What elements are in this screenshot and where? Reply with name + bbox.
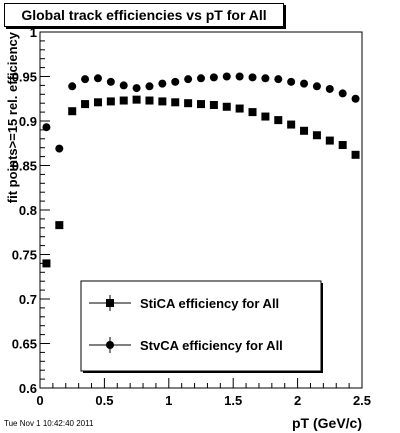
x-tick-label: 0 bbox=[36, 393, 43, 408]
data-point-circle bbox=[300, 79, 309, 88]
data-point-square bbox=[261, 112, 270, 121]
data-point-circle bbox=[158, 79, 167, 88]
data-point-circle bbox=[209, 73, 218, 82]
data-point-square bbox=[325, 136, 334, 145]
legend-square-marker bbox=[106, 299, 114, 307]
x-tick-label: 1.5 bbox=[224, 393, 242, 408]
y-tick-label: 0.8 bbox=[19, 203, 37, 218]
data-point-square bbox=[312, 131, 321, 140]
data-point-circle bbox=[248, 73, 257, 82]
data-point-circle bbox=[68, 82, 77, 91]
data-point-square bbox=[287, 120, 296, 129]
data-point-circle bbox=[184, 75, 193, 84]
x-tick-label: 1 bbox=[165, 393, 172, 408]
chart-title: Global track efficiencies vs pT for All bbox=[4, 3, 284, 27]
data-point-square bbox=[274, 116, 283, 125]
data-point-square bbox=[248, 108, 257, 117]
data-point-square bbox=[42, 259, 51, 268]
series-stvca bbox=[42, 72, 360, 153]
data-point-circle bbox=[312, 82, 321, 91]
data-point-circle bbox=[119, 81, 128, 90]
y-tick-label: 0.9 bbox=[19, 114, 37, 129]
data-point-circle bbox=[93, 74, 102, 83]
data-point-square bbox=[171, 98, 180, 107]
data-point-circle bbox=[81, 75, 90, 84]
legend-circle-marker bbox=[106, 341, 114, 349]
data-point-square bbox=[351, 150, 360, 159]
data-point-square bbox=[300, 126, 309, 135]
legend: StiCA efficiency for All StvCA efficiency… bbox=[80, 280, 323, 373]
data-point-circle bbox=[55, 144, 64, 153]
y-tick-label: 0.95 bbox=[12, 70, 37, 85]
data-point-square bbox=[209, 100, 218, 109]
legend-entry-label: StvCA efficiency for All bbox=[140, 338, 283, 353]
data-point-circle bbox=[42, 123, 51, 132]
data-point-circle bbox=[235, 72, 244, 81]
data-point-square bbox=[81, 100, 90, 109]
data-point-square bbox=[338, 141, 347, 150]
data-point-circle bbox=[261, 74, 270, 83]
y-tick-label: 0.85 bbox=[12, 159, 37, 174]
data-point-circle bbox=[274, 75, 283, 84]
y-tick-label: 0.6 bbox=[19, 381, 37, 396]
data-point-square bbox=[119, 96, 128, 105]
data-point-square bbox=[145, 96, 154, 105]
y-tick-label: 0.7 bbox=[19, 292, 37, 307]
y-tick-label: 0.75 bbox=[12, 248, 37, 263]
data-point-circle bbox=[287, 77, 296, 86]
data-point-square bbox=[184, 99, 193, 108]
y-axis-label: fit points>=15 rel. efficiency bbox=[5, 31, 20, 203]
data-point-square bbox=[106, 97, 115, 106]
data-point-circle bbox=[197, 74, 205, 83]
data-point-square bbox=[222, 102, 231, 111]
x-tick-label: 2 bbox=[294, 393, 301, 408]
data-point-circle bbox=[145, 82, 154, 91]
legend-entry-label: StiCA efficiency for All bbox=[140, 296, 279, 311]
axis-ticks: 0 0.5 1 1.5 2 2.5 0.6 0.65 0.7 0.75 0.8 0.85 0.9 0.95… bbox=[12, 25, 371, 408]
y-tick-label: 1 bbox=[30, 25, 37, 40]
data-point-circle bbox=[351, 94, 360, 103]
data-markers bbox=[42, 72, 360, 268]
data-point-square bbox=[158, 97, 167, 106]
data-point-circle bbox=[325, 84, 334, 93]
data-point-circle bbox=[132, 84, 141, 93]
data-point-circle bbox=[222, 72, 231, 81]
data-point-circle bbox=[338, 89, 347, 98]
data-point-square bbox=[93, 98, 102, 107]
data-point-square bbox=[55, 221, 64, 230]
data-point-square bbox=[235, 104, 244, 113]
data-point-square bbox=[132, 95, 141, 104]
x-tick-label: 0.5 bbox=[95, 393, 113, 408]
data-point-square bbox=[68, 107, 77, 116]
x-axis-label: pT (GeV/c) bbox=[292, 415, 362, 431]
y-tick-label: 0.65 bbox=[12, 337, 37, 352]
timestamp: Tue Nov 1 10:42:40 2011 bbox=[4, 419, 94, 428]
x-tick-label: 2.5 bbox=[353, 393, 371, 408]
legend-box bbox=[80, 280, 322, 372]
data-point-square bbox=[197, 100, 205, 109]
series-stica bbox=[42, 95, 360, 268]
data-point-circle bbox=[171, 77, 180, 86]
data-point-circle bbox=[106, 77, 115, 86]
